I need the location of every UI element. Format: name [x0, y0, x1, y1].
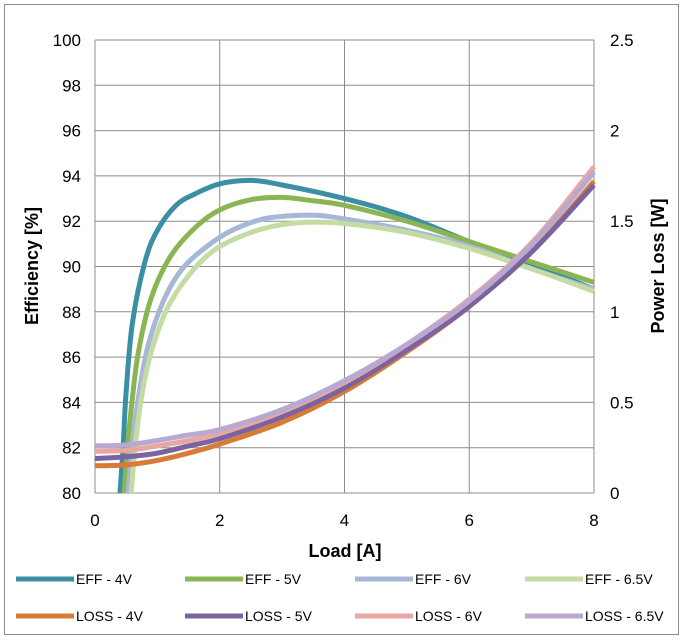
- series-layer: [94, 165, 596, 494]
- x-tick-label: 4: [340, 511, 349, 530]
- legend-label: EFF - 4V: [76, 571, 133, 587]
- series-line-loss-5v: [94, 183, 596, 462]
- y-tick-label: 86: [62, 348, 81, 367]
- y-tick-label: 80: [62, 484, 81, 503]
- y2-tick-label: 2: [610, 122, 619, 141]
- y2-tick-label: 2.5: [610, 31, 634, 50]
- legend-label: LOSS - 4V: [76, 608, 144, 624]
- y2-axis-title: Power Loss [W]: [648, 198, 668, 333]
- legend-label: LOSS - 6V: [415, 608, 483, 624]
- legend-label: EFF - 6V: [415, 571, 472, 587]
- y-tick-label: 84: [62, 393, 81, 412]
- y2-tick-label: 1: [610, 303, 619, 322]
- series-line-loss-6-5v: [94, 170, 596, 449]
- legend-item-eff-6-5v: EFF - 6.5V: [525, 571, 653, 587]
- y2-tick-label: 1.5: [610, 212, 634, 231]
- x-tick-label: 8: [589, 511, 598, 530]
- y-tick-label: 100: [53, 31, 81, 50]
- y-tick-label: 88: [62, 303, 81, 322]
- legend-item-loss-6-5v: LOSS - 6.5V: [525, 608, 664, 624]
- legend-item-eff-4v: EFF - 4V: [16, 571, 133, 587]
- y2-tick-label: 0: [610, 484, 619, 503]
- x-tick-label: 6: [465, 511, 474, 530]
- series-line-eff-6-5v: [128, 219, 595, 494]
- legend-label: LOSS - 5V: [245, 608, 313, 624]
- chart-area: [4, 4, 679, 635]
- y-axis-title: Efficiency [%]: [22, 207, 42, 325]
- y-tick-label: 92: [62, 212, 81, 231]
- series-line-eff-5v: [121, 194, 595, 494]
- tick-labels: 80 82 84 86 88 90 92 94 96 98 100 0 0.5 1 1.5 2 2.5 0 2 4 6 8: [53, 31, 634, 530]
- x-tick-label: 0: [90, 511, 99, 530]
- x-axis-title: Load [A]: [309, 541, 382, 561]
- y-tick-label: 96: [62, 122, 81, 141]
- legend-item-loss-5v: LOSS - 5V: [185, 608, 313, 624]
- x-tick-label: 2: [215, 511, 224, 530]
- legend-label: LOSS - 6.5V: [585, 608, 664, 624]
- legend-label: EFF - 5V: [245, 571, 302, 587]
- legend-item-loss-6v: LOSS - 6V: [355, 608, 483, 624]
- y-tick-label: 82: [62, 439, 81, 458]
- legend: EFF - 4V EFF - 5V EFF - 6V EFF - 6.5V LOSS -…: [16, 571, 664, 624]
- y-tick-label: 98: [62, 76, 81, 95]
- legend-item-eff-6v: EFF - 6V: [355, 571, 472, 587]
- y-tick-label: 90: [62, 258, 81, 277]
- legend-item-loss-4v: LOSS - 4V: [16, 608, 144, 624]
- legend-item-eff-5v: EFF - 5V: [185, 571, 302, 587]
- legend-label: EFF - 6.5V: [585, 571, 653, 587]
- y2-tick-label: 0.5: [610, 393, 634, 412]
- y-tick-label: 94: [62, 167, 81, 186]
